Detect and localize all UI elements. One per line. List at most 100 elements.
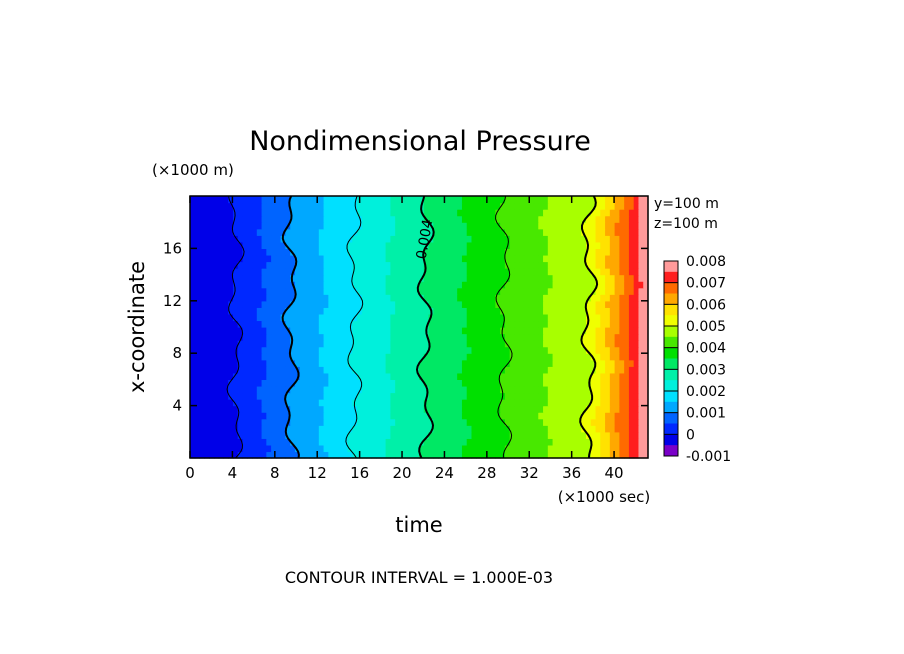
field-cell [323, 412, 329, 420]
field-cell [485, 366, 492, 374]
field-cell [342, 254, 349, 263]
field-cell [347, 307, 353, 315]
field-cell [299, 392, 306, 400]
field-cell [256, 307, 263, 315]
field-cell [461, 320, 468, 328]
field-cell [318, 353, 325, 361]
field-cell [361, 431, 368, 439]
field-cell [605, 379, 611, 387]
field-cell [409, 392, 415, 400]
field-cell [457, 300, 463, 308]
field-cell [294, 451, 301, 459]
field-cell [609, 320, 616, 328]
field-cell [361, 228, 368, 236]
field-cell [509, 281, 516, 289]
field-cell [557, 333, 563, 341]
field-cell [461, 438, 468, 446]
field-cell [471, 412, 477, 420]
field-cell [447, 346, 453, 354]
field-cell [228, 438, 234, 446]
field-cell [228, 418, 234, 426]
field-cell [247, 333, 253, 341]
field-cell [595, 359, 601, 367]
field-cell [609, 425, 616, 433]
field-cell [199, 399, 205, 407]
field-cell [562, 438, 568, 446]
field-cell [566, 340, 573, 348]
field-cell [576, 444, 582, 453]
field-cell [337, 196, 344, 204]
field-cell [280, 222, 287, 230]
field-cell [352, 307, 358, 315]
field-cell [309, 313, 315, 322]
field-cell [294, 346, 301, 354]
field-cell [361, 425, 368, 433]
field-cell [294, 268, 301, 276]
field-cell [380, 327, 387, 335]
field-cell [271, 320, 277, 328]
field-cell [485, 274, 492, 282]
field-cell [452, 366, 458, 374]
field-cell [619, 372, 625, 380]
field-cell [213, 228, 220, 236]
field-cell [628, 235, 635, 243]
field-cell [333, 261, 339, 269]
field-cell [547, 307, 554, 315]
field-cell [294, 228, 301, 236]
field-cell [576, 379, 582, 387]
field-cell [643, 248, 649, 256]
field-cell [247, 346, 253, 354]
field-cell [461, 254, 468, 263]
field-cell [562, 196, 568, 204]
field-cell [399, 372, 406, 380]
field-cell [562, 320, 568, 328]
field-cell [595, 241, 601, 249]
field-cell [280, 412, 287, 420]
field-cell [523, 444, 530, 453]
field-cell [261, 248, 267, 256]
field-cell [333, 333, 339, 341]
field-cell [285, 313, 291, 322]
field-cell [471, 268, 477, 276]
field-cell [414, 281, 420, 289]
field-cell [595, 209, 601, 217]
field-cell [390, 379, 396, 387]
field-cell [442, 333, 449, 341]
field-cell [347, 385, 353, 394]
field-cell [600, 313, 606, 322]
field-cell [442, 392, 449, 400]
field-cell [590, 425, 597, 433]
field-cell [285, 248, 291, 256]
field-cell [385, 287, 391, 295]
field-cell [419, 287, 425, 295]
field-cell [423, 294, 430, 302]
field-cell [633, 392, 640, 400]
field-cell [232, 418, 239, 426]
field-cell [275, 228, 282, 236]
field-cell [557, 353, 563, 361]
field-cell [571, 274, 578, 282]
field-cell [442, 196, 449, 204]
field-cell [190, 418, 196, 426]
field-cell [581, 254, 587, 263]
field-cell [261, 241, 267, 249]
field-cell [619, 379, 625, 387]
field-cell [294, 215, 301, 223]
field-cell [481, 228, 487, 236]
field-cell [237, 202, 244, 210]
field-cell [356, 353, 363, 361]
field-cell [199, 425, 205, 433]
field-cell [395, 392, 401, 400]
field-cell [438, 196, 444, 204]
field-cell [409, 444, 415, 453]
field-cell [481, 385, 487, 394]
field-cell [366, 353, 372, 361]
field-cell [342, 261, 349, 269]
field-cell [261, 202, 267, 210]
field-cell [547, 268, 554, 276]
field-cell [433, 327, 439, 335]
field-cell [242, 346, 248, 354]
field-cell [509, 353, 516, 361]
field-cell [314, 431, 320, 439]
field-cell [509, 418, 516, 426]
